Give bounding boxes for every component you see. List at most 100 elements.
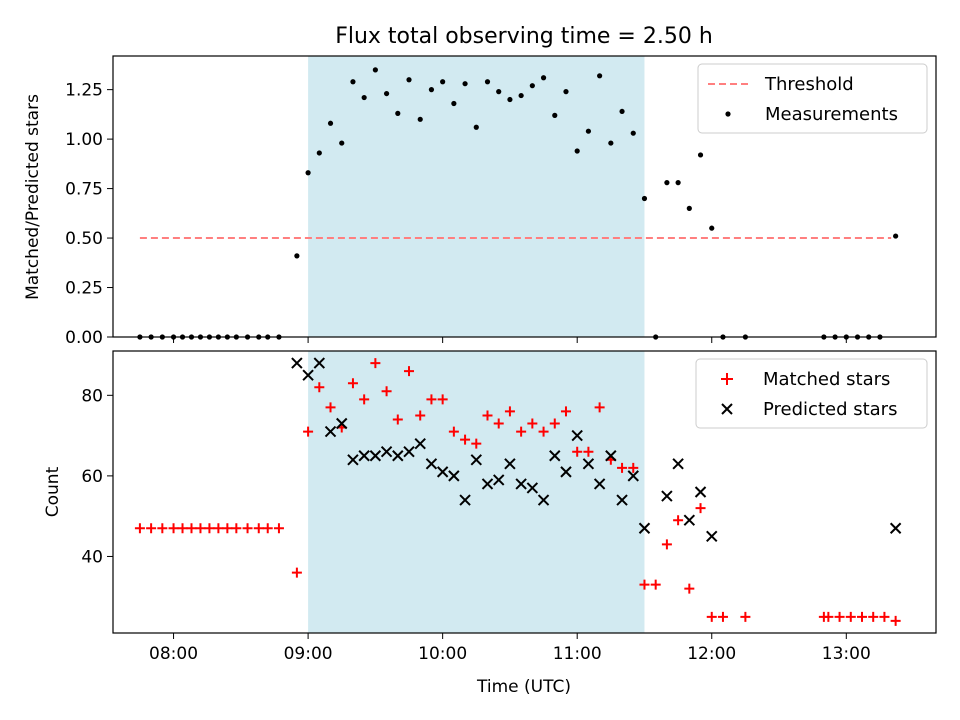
measurement-point	[507, 96, 513, 103]
predicted-star-point	[414, 437, 426, 450]
matched-star-point	[538, 426, 549, 437]
measurement-point	[383, 90, 390, 97]
matched-star-point	[650, 579, 661, 590]
predicted-star-point	[369, 450, 382, 462]
measurement-point	[496, 89, 502, 95]
matched-star-point	[347, 378, 358, 389]
top-legend: Threshold Measurements	[697, 63, 928, 134]
matched-star-point	[392, 414, 403, 425]
predicted-star-point	[347, 454, 359, 466]
measurement-point	[709, 225, 715, 231]
matched-star-point	[314, 382, 325, 393]
predicted-star-point	[638, 522, 651, 534]
matched-star-point	[273, 523, 284, 534]
predicted-star-point	[493, 474, 505, 486]
matched-star-point	[628, 462, 639, 473]
matched-star-point	[471, 438, 482, 449]
bottom-y-ticks: 40 60 80	[81, 386, 113, 567]
measurement-point	[597, 73, 603, 79]
top-legend-box	[697, 63, 928, 134]
measurement-point	[563, 89, 569, 95]
matched-star-point	[823, 611, 834, 622]
measurement-point	[552, 112, 558, 118]
matched-star-point	[415, 410, 426, 421]
matched-star-point	[695, 503, 706, 514]
top-y-tick-label: 0.00	[65, 328, 103, 348]
matched-star-point	[168, 523, 179, 534]
predicted-star-point	[358, 450, 370, 462]
bottom-panel: 40 60 80 08:00 09:00 10:00 11:00 12:00 13:00 Co…	[43, 350, 937, 697]
matched-star-point	[684, 583, 695, 594]
matched-star-point	[661, 539, 672, 550]
matched-star-point	[204, 523, 215, 534]
measurement-point	[608, 140, 614, 146]
matched-star-point	[868, 611, 879, 622]
measurement-point	[893, 233, 899, 239]
legend-predicted-label: Predicted stars	[763, 399, 897, 420]
measurement-point	[428, 87, 435, 93]
matched-star-point	[460, 434, 471, 445]
matched-star-point	[437, 394, 448, 405]
predicted-star-point	[616, 494, 628, 506]
matched-star-point	[639, 579, 650, 590]
measurement-point	[417, 116, 423, 122]
top-x-ticks	[173, 337, 847, 343]
matched-star-point	[359, 394, 370, 405]
predicted-star-point	[436, 466, 449, 478]
measurement-point	[664, 180, 670, 186]
predicted-star-point	[627, 470, 639, 482]
predicted-star-point	[313, 357, 326, 369]
matched-star-point	[291, 567, 302, 578]
measurement-point	[339, 140, 345, 146]
matched-star-point	[572, 446, 583, 457]
chart-title: Flux total observing time = 2.50 h	[335, 24, 713, 49]
predicted-star-point	[459, 494, 471, 506]
predicted-star-point	[392, 450, 404, 462]
predicted-star-point	[470, 454, 482, 466]
matched-star-point	[516, 426, 527, 437]
bottom-y-tick-label: 60	[81, 467, 103, 487]
x-tick-label: 11:00	[553, 644, 602, 664]
measurement-point	[630, 130, 636, 136]
legend-measurements-swatch	[725, 111, 731, 117]
legend-threshold-label: Threshold	[764, 74, 854, 95]
top-y-axis-label: Matched/Predicted stars	[23, 94, 43, 300]
predicted-star-point	[291, 357, 303, 369]
matched-star-point	[381, 386, 392, 397]
matched-star-point	[303, 426, 314, 437]
bottom-y-axis-label: Count	[43, 466, 63, 517]
matched-star-point	[493, 418, 504, 429]
predicted-star-point	[694, 486, 707, 498]
predicted-star-point	[324, 425, 337, 438]
measurement-point	[574, 148, 580, 154]
predicted-star-point	[889, 522, 902, 534]
matched-star-point	[834, 611, 845, 622]
matched-star-point	[448, 426, 459, 437]
measurement-point	[305, 170, 311, 176]
measurement-point	[697, 152, 704, 158]
bottom-x-ticks: 08:00 09:00 10:00 11:00 12:00 13:00	[149, 633, 871, 664]
matched-star-point	[262, 523, 273, 534]
matched-star-point	[706, 611, 717, 622]
matched-star-point	[717, 611, 728, 622]
x-tick-label: 08:00	[149, 644, 198, 664]
matched-star-point	[673, 515, 684, 526]
measurement-point	[294, 253, 300, 259]
top-y-tick-label: 0.25	[65, 279, 103, 299]
predicted-star-point	[336, 417, 348, 430]
measurement-point	[641, 195, 648, 202]
predicted-star-point	[560, 466, 572, 478]
predicted-star-point	[403, 446, 415, 458]
matched-star-point	[325, 402, 336, 413]
matched-star-point	[404, 366, 415, 377]
measurement-point	[585, 128, 592, 134]
matched-star-point	[845, 611, 856, 622]
measurement-point	[327, 120, 334, 126]
measurement-point	[675, 180, 681, 186]
matched-star-point	[617, 462, 628, 473]
predicted-star-point	[582, 458, 595, 470]
predicted-star-point	[537, 494, 550, 506]
predicted-star-point	[706, 530, 718, 543]
top-y-tick-label: 0.75	[65, 180, 103, 200]
